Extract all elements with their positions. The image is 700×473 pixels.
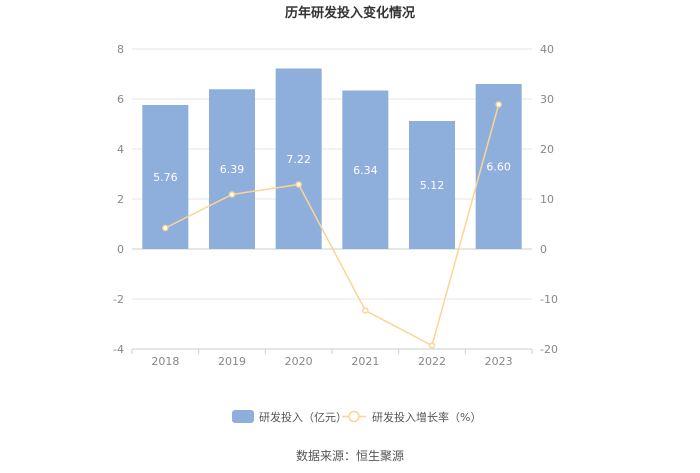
legend-bar-swatch <box>232 410 254 423</box>
bar <box>342 90 389 249</box>
right-axis-tick-label: -20 <box>540 343 558 356</box>
right-axis-tick-label: 30 <box>540 93 554 106</box>
growth-rate-point <box>162 224 169 232</box>
bar-value-label: 6.39 <box>220 163 245 176</box>
x-axis: 2018 2019 2020 2021 2022 2023 <box>131 348 533 368</box>
right-axis-tick-label: 40 <box>540 43 554 56</box>
data-source: 数据来源：恒生聚源 <box>296 448 404 463</box>
x-axis-tick-label: 2021 <box>351 355 379 368</box>
legend-line-label: 研发投入增长率（%） <box>372 410 481 424</box>
bar <box>209 89 255 249</box>
left-axis-ticks: 8 6 4 2 0 -2 -4 <box>113 43 124 356</box>
bar-value-label: 6.60 <box>486 161 511 174</box>
right-axis-tick-label: -10 <box>540 293 558 306</box>
bar <box>409 121 455 249</box>
x-axis-tick-label: 2018 <box>151 355 179 368</box>
x-axis-tick-label: 2020 <box>285 355 313 368</box>
left-axis-tick-label: 2 <box>117 193 124 206</box>
legend-line-marker-icon <box>348 410 360 423</box>
growth-rate-point <box>228 191 236 198</box>
left-axis-tick-label: -2 <box>113 293 124 306</box>
growth-rate-point <box>428 342 436 349</box>
left-axis-tick-label: 0 <box>117 243 124 256</box>
right-axis-tick-label: 10 <box>540 193 554 206</box>
left-axis-tick-label: 4 <box>117 143 124 156</box>
right-axis-ticks: 40 30 20 10 0 -10 -20 <box>540 43 558 356</box>
legend[interactable]: 研发投入（亿元） 研发投入增长率（%） <box>232 410 481 424</box>
bar-value-label: 7.22 <box>286 153 311 166</box>
x-axis-tick-label: 2022 <box>418 355 446 368</box>
chart-title: 历年研发投入变化情况 <box>285 5 415 21</box>
legend-bar-label: 研发投入（亿元） <box>259 410 347 424</box>
x-axis-tick-label: 2023 <box>485 355 513 368</box>
growth-rate-point <box>295 181 302 188</box>
bar <box>275 68 322 249</box>
bar-value-label: 5.76 <box>153 171 178 184</box>
left-axis-tick-label: 8 <box>117 43 124 56</box>
growth-rate-point <box>362 307 369 314</box>
bar-value-label: 6.34 <box>353 164 378 177</box>
x-axis-tick-label: 2019 <box>218 355 246 368</box>
right-axis-tick-label: 0 <box>540 243 547 256</box>
bar-series: 5.76 6.39 7.22 6.34 5.12 6.60 <box>142 68 522 249</box>
left-axis-tick-label: 6 <box>117 93 124 106</box>
bar <box>475 84 522 249</box>
left-axis-tick-label: -4 <box>113 343 124 356</box>
bar-value-label: 5.12 <box>420 179 445 192</box>
growth-rate-point <box>495 101 502 108</box>
growth-rate-line <box>164 104 500 347</box>
line-series <box>162 101 502 349</box>
right-axis-tick-label: 20 <box>540 143 554 156</box>
